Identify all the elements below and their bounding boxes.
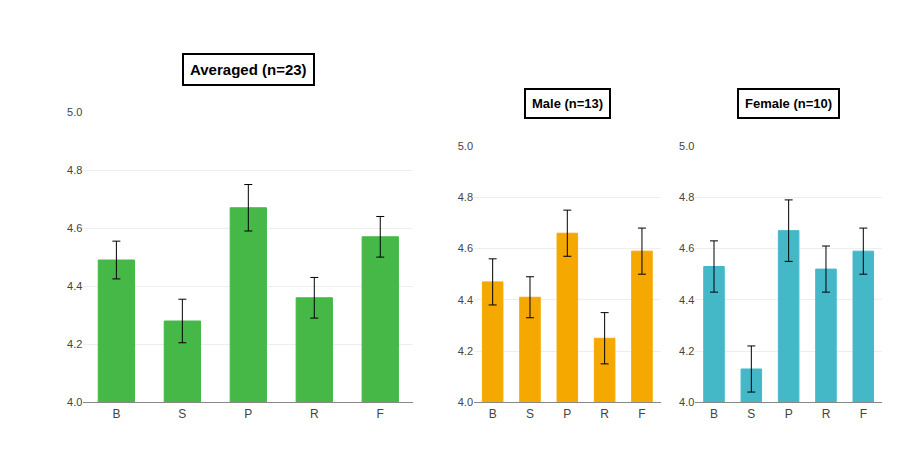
svg-text:R: R: [822, 407, 831, 421]
svg-text:B: B: [112, 407, 120, 421]
svg-text:4.0: 4.0: [458, 396, 473, 408]
svg-text:5.0: 5.0: [458, 140, 473, 152]
svg-text:4.2: 4.2: [679, 345, 694, 357]
svg-text:4.4: 4.4: [679, 294, 694, 306]
svg-text:B: B: [489, 407, 497, 421]
svg-text:5.0: 5.0: [679, 140, 694, 152]
svg-text:P: P: [785, 407, 793, 421]
svg-text:F: F: [638, 407, 645, 421]
svg-text:4.8: 4.8: [679, 191, 694, 203]
svg-text:4.4: 4.4: [67, 280, 82, 292]
svg-text:4.0: 4.0: [679, 396, 694, 408]
svg-text:4.6: 4.6: [679, 242, 694, 254]
svg-text:4.2: 4.2: [67, 338, 82, 350]
svg-text:Male (n=13): Male (n=13): [532, 96, 603, 111]
svg-text:S: S: [747, 407, 755, 421]
svg-text:F: F: [860, 407, 867, 421]
svg-text:Female (n=10): Female (n=10): [745, 96, 832, 111]
svg-text:4.4: 4.4: [458, 294, 473, 306]
svg-text:4.8: 4.8: [458, 191, 473, 203]
svg-text:4.0: 4.0: [67, 396, 82, 408]
svg-text:R: R: [600, 407, 609, 421]
svg-text:4.8: 4.8: [67, 164, 82, 176]
svg-text:P: P: [244, 407, 252, 421]
svg-text:R: R: [310, 407, 319, 421]
svg-text:Averaged (n=23): Averaged (n=23): [190, 61, 307, 78]
svg-text:P: P: [563, 407, 571, 421]
svg-text:F: F: [377, 407, 384, 421]
svg-text:S: S: [526, 407, 534, 421]
svg-text:B: B: [710, 407, 718, 421]
svg-text:4.6: 4.6: [458, 242, 473, 254]
svg-text:5.0: 5.0: [67, 106, 82, 118]
svg-text:S: S: [178, 407, 186, 421]
svg-text:4.2: 4.2: [458, 345, 473, 357]
svg-text:4.6: 4.6: [67, 222, 82, 234]
